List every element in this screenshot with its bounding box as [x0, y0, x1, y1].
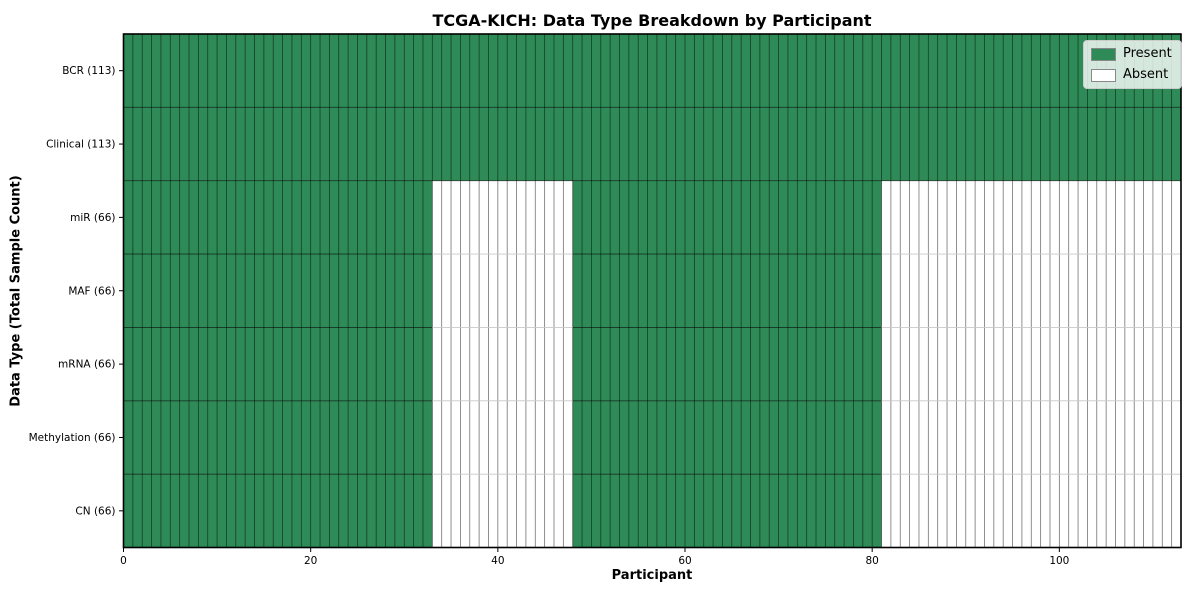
- y-tick-label: Methylation (66): [29, 432, 116, 444]
- present-run: [572, 327, 882, 401]
- y-tick-label: CN (66): [75, 505, 115, 517]
- present-run: [123, 474, 433, 548]
- present-run: [572, 474, 882, 548]
- present-run: [572, 180, 882, 255]
- x-tick-label: 100: [1049, 555, 1069, 567]
- absent-swatch: [1091, 68, 1116, 82]
- present-run: [123, 180, 433, 255]
- present-run: [572, 400, 882, 475]
- present-run: [123, 34, 1181, 108]
- present-run: [123, 107, 1181, 181]
- x-tick-label: 80: [865, 555, 878, 567]
- heatmap-grid: [122, 33, 1182, 549]
- axis-ticks: 0 20 40 60 80 100 BCR (113) Clinical (113) miR (…: [29, 65, 1070, 567]
- present-swatch: [1091, 47, 1116, 61]
- legend-label-present: Present: [1123, 46, 1172, 61]
- x-tick-label: 0: [120, 555, 127, 567]
- present-run: [123, 254, 433, 328]
- x-axis-label: Participant: [611, 568, 693, 583]
- chart-title: TCGA-KICH: Data Type Breakdown by Partic…: [432, 11, 872, 30]
- y-tick-label: Clinical (113): [46, 139, 115, 151]
- legend-entry-present: Present: [1091, 47, 1172, 61]
- legend-entry-absent: Absent: [1091, 68, 1172, 82]
- x-tick-label: 40: [491, 555, 504, 567]
- y-tick-label: miR (66): [70, 212, 115, 224]
- y-tick-label: MAF (66): [68, 285, 115, 297]
- y-tick-label: BCR (113): [62, 65, 115, 77]
- legend-label-absent: Absent: [1123, 67, 1169, 82]
- y-tick-label: mRNA (66): [58, 359, 115, 371]
- present-run: [123, 327, 433, 401]
- y-axis-label: Data Type (Total Sample Count): [8, 175, 24, 407]
- present-run: [572, 254, 882, 328]
- legend: Present Absent: [1083, 40, 1182, 89]
- x-tick-label: 20: [304, 555, 317, 567]
- present-run: [123, 400, 433, 475]
- x-tick-label: 60: [678, 555, 691, 567]
